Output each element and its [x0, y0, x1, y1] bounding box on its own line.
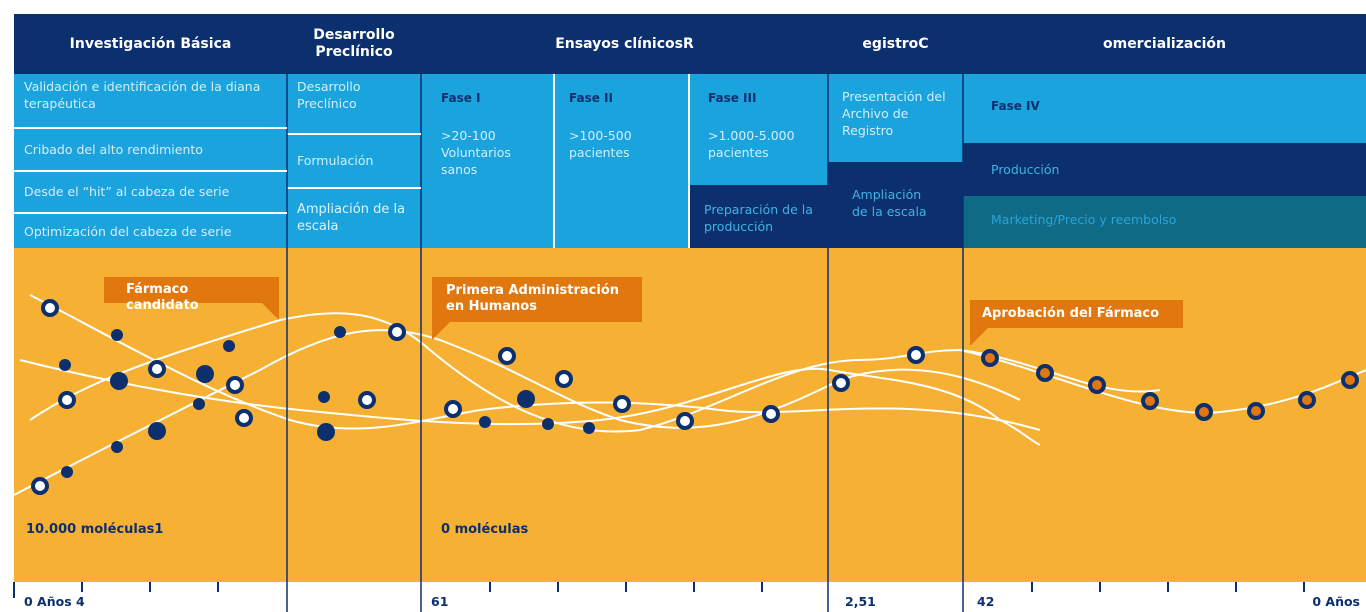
- cell: Validación e identificación de la diana …: [14, 74, 287, 127]
- callout-tails: [262, 303, 988, 346]
- count-label: 0 moléculas: [441, 522, 529, 537]
- cell: Fase IV: [963, 74, 1366, 143]
- cell: Presentación del Archivo de Registro: [828, 74, 963, 162]
- timeline-label: 2,51: [845, 594, 876, 609]
- cell: Formulación: [287, 135, 421, 187]
- timeline-label: 0 Años: [1312, 594, 1360, 609]
- cell: Optimización del cabeza de serie: [14, 214, 287, 248]
- cell: Ampliación de la escala: [828, 162, 963, 248]
- callout: Aprobación del Fármaco: [970, 300, 1183, 328]
- timeline-label: 61: [431, 594, 449, 609]
- header: Investigación Básica: [14, 14, 287, 74]
- cell: Desarrollo Preclínico: [287, 74, 421, 133]
- trajectory: [19, 359, 1041, 446]
- header: Desarrollo Preclínico: [287, 14, 421, 74]
- cell: Fase I >20-100 Voluntarios sanos: [421, 74, 553, 248]
- header: egistroC: [828, 14, 963, 74]
- cell: Preparación de la producción: [690, 185, 828, 248]
- cell-separators: [14, 74, 690, 248]
- cell: Fase II >100-500 pacientes: [555, 74, 688, 248]
- cell: Desde el “hit” al cabeza de serie: [14, 172, 287, 212]
- timeline-ticks: [13, 582, 1305, 598]
- header: Ensayos clínicosR: [421, 14, 828, 74]
- cell: Ampliación de la escala: [287, 189, 421, 248]
- dots: [59, 326, 595, 478]
- phase-text: >20-100 Voluntarios sanos: [441, 128, 511, 177]
- phase-text: >1.000-5.000 pacientes: [708, 128, 795, 160]
- phase: Fase III: [708, 91, 757, 105]
- dividers: [286, 14, 964, 612]
- callout: Primera Administración en Humanos: [432, 277, 642, 322]
- trajectory: [13, 329, 1021, 496]
- count-label: 10.000 moléculas1: [26, 522, 164, 537]
- phase: Fase II: [569, 91, 613, 105]
- trajectory-lines: [13, 294, 1366, 496]
- rings: [31, 299, 925, 495]
- callout: Fármaco candidato: [104, 277, 279, 313]
- cell: Marketing/Precio y reembolso: [963, 196, 1366, 248]
- trajectory: [29, 294, 1041, 431]
- phase: Fase I: [441, 91, 481, 105]
- phase-text: >100-500 pacientes: [569, 128, 632, 160]
- timeline-label: 0 Años 4: [24, 594, 85, 609]
- cell: Producción: [963, 143, 1366, 196]
- timeline-label: 42: [977, 594, 995, 609]
- cell: Fase III >1.000-5.000 pacientes: [690, 74, 828, 185]
- cell: Cribado del alto rendimiento: [14, 129, 287, 170]
- header: omercialización: [963, 14, 1366, 74]
- rings-commercial: [981, 349, 1359, 421]
